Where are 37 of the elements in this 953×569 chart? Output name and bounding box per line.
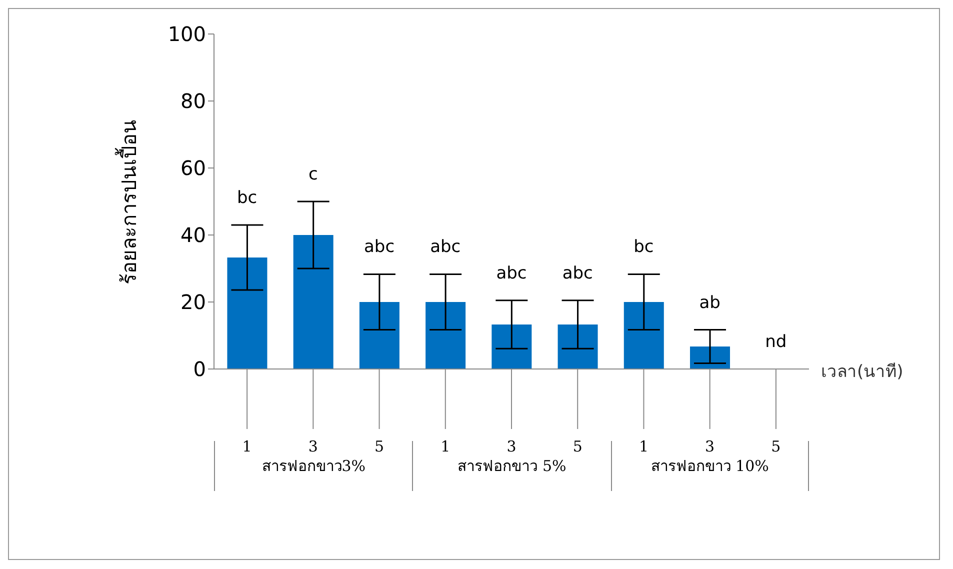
x-tick-label: 1 xyxy=(638,438,648,456)
x-tick-label: 5 xyxy=(771,438,781,456)
bar xyxy=(690,346,730,369)
y-tick-label: 0 xyxy=(193,357,206,382)
bar xyxy=(558,324,598,369)
data-label: abc xyxy=(430,237,461,258)
bar xyxy=(293,235,334,369)
y-tick-label: 60 xyxy=(180,156,206,180)
x-tick-label: 1 xyxy=(440,438,450,456)
data-label: bc xyxy=(236,188,258,208)
x-tick-label: 5 xyxy=(572,438,582,456)
data-label: nd xyxy=(765,332,787,352)
x-tick-label: 3 xyxy=(705,438,715,456)
y-tick-label: 100 xyxy=(168,22,206,46)
x-tick-label: 3 xyxy=(308,438,318,456)
y-tick-label: 20 xyxy=(180,290,206,314)
text: สารฟอกขาว3% xyxy=(262,457,366,475)
data-label: c xyxy=(308,164,318,184)
data-label: bc xyxy=(634,237,654,258)
y-tick-label: 40 xyxy=(180,223,206,248)
bar xyxy=(624,302,664,369)
text: สารฟอกขาว 10% xyxy=(650,457,769,475)
bar xyxy=(492,324,532,369)
data-label: abc xyxy=(364,237,395,258)
data-label: abc xyxy=(496,263,527,284)
x-tick-label: 3 xyxy=(506,438,516,456)
x-tick-label: 5 xyxy=(374,438,384,456)
text: สารฟอกขาว 5% xyxy=(458,457,566,475)
y-axis-title: ร้อยละการปนเปื้อน xyxy=(114,119,142,284)
y-tick-label: 80 xyxy=(180,89,206,114)
data-label: ab xyxy=(699,292,720,313)
data-label: abc xyxy=(562,263,593,284)
bar xyxy=(227,257,268,369)
x-axis-title: เวลา(นาที) xyxy=(821,361,904,384)
x-tick-label: 1 xyxy=(242,438,252,456)
bar xyxy=(426,302,466,369)
bar xyxy=(359,302,400,369)
